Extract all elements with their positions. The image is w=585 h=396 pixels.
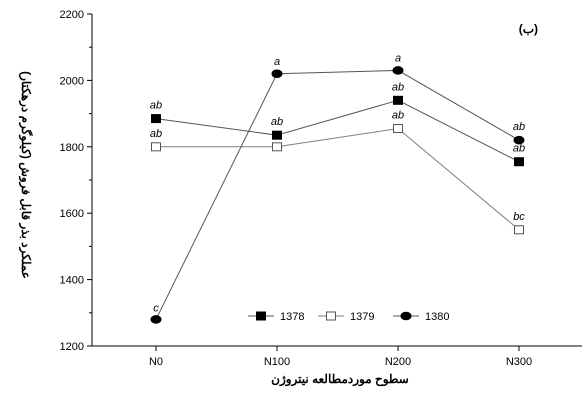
y-tick-label: 1400	[60, 275, 84, 287]
significance-label: ab	[392, 81, 404, 93]
significance-label: ab	[150, 128, 162, 140]
data-point-1379	[151, 142, 161, 152]
legend: 1378 1379 1380	[248, 311, 449, 323]
axes: 1200 1400 1600 1800 2000 2200 N0 N100 N200 N300	[60, 9, 582, 368]
y-tick-label: 2000	[60, 75, 84, 87]
legend-label-1379: 1379	[350, 311, 374, 323]
x-axis-title: سطوح موردمطالعه نیتروژن	[271, 372, 409, 387]
data-point-1378	[393, 95, 403, 105]
significance-label: ab	[150, 100, 162, 112]
data-point-1378	[151, 114, 161, 124]
annotations: ab ab ab ab ab ab bc c a a ab	[150, 52, 525, 314]
series-lines	[155, 69, 520, 320]
series-line-1379	[156, 128, 520, 231]
series-line-1380	[155, 69, 520, 320]
data-point-1379	[272, 142, 282, 152]
data-point-1380	[513, 135, 525, 145]
legend-marker-1380	[400, 311, 412, 321]
y-tick-label: 2200	[60, 9, 84, 21]
data-point-1380	[150, 315, 162, 324]
significance-label: a	[395, 52, 401, 64]
data-point-1378	[272, 130, 282, 140]
y-axis-title: عملکرد بذر قابل فروش (کیلوگرم درهکتار)	[18, 71, 34, 279]
legend-marker-1378	[256, 311, 266, 321]
significance-label: ab	[513, 143, 525, 155]
legend-label-1378: 1378	[280, 311, 304, 323]
y-tick-label: 1200	[60, 341, 84, 353]
legend-marker-1379	[326, 311, 336, 321]
y-tick-label: 1800	[60, 142, 84, 154]
significance-label: bc	[513, 211, 525, 223]
significance-label: a	[274, 56, 280, 68]
significance-label: c	[153, 302, 159, 314]
data-point-1380	[271, 69, 283, 79]
data-point-1379	[514, 225, 524, 235]
significance-label: ab	[392, 110, 404, 122]
x-tick-label: N100	[264, 356, 290, 368]
x-tick-label: N300	[506, 356, 532, 368]
significance-label: ab	[513, 121, 525, 133]
series-markers	[150, 66, 525, 324]
y-tick-label: 1600	[60, 208, 84, 220]
series-line-1378	[155, 99, 520, 163]
x-tick-label: N0	[149, 356, 163, 368]
x-tick-label: N200	[385, 356, 411, 368]
legend-label-1380: 1380	[425, 311, 449, 323]
data-point-1380	[392, 66, 404, 75]
data-point-1379	[393, 124, 403, 134]
significance-label: ab	[271, 116, 283, 128]
data-point-1378	[514, 157, 524, 167]
panel-label: (ب)	[519, 22, 538, 36]
